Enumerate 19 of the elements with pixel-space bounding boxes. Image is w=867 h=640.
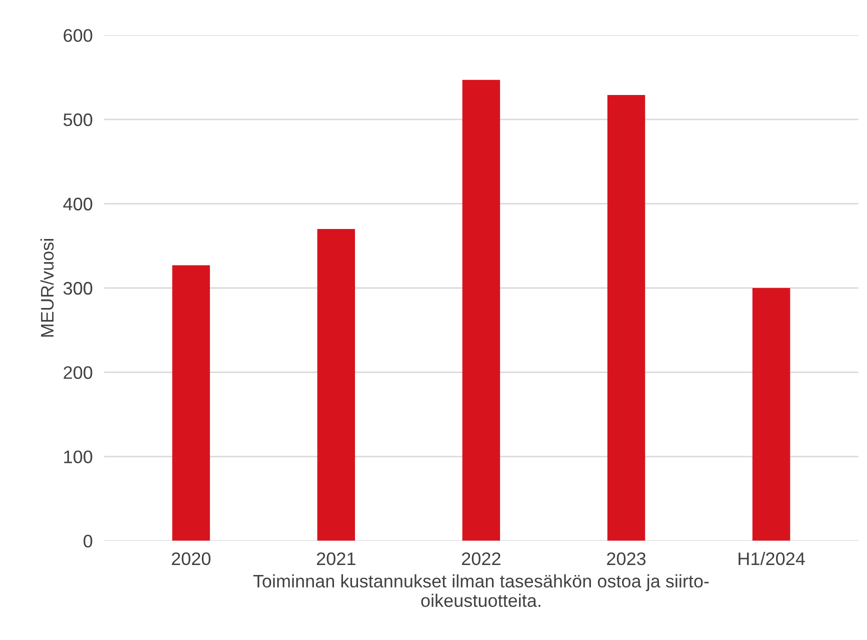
y-tick-label: 400 (63, 198, 92, 210)
y-tick-label: 200 (64, 366, 92, 379)
x-axis-title: Toiminnan kustannukset ilman tasesähkön ostoa ja siirto- oikeustuotteita. (253, 574, 709, 608)
x-tick-label: H1/2024 (738, 552, 805, 566)
y-tick-label: 100 (64, 450, 92, 464)
x-tick-label: 2022 (462, 552, 500, 566)
bar (317, 229, 355, 541)
bar (752, 288, 790, 541)
y-tick-label: 600 (64, 29, 92, 42)
x-tick-label: 2023 (607, 552, 646, 566)
bar (172, 265, 210, 541)
y-axis-title: MEUR/vuosi (40, 239, 54, 337)
x-tick-label: 2021 (316, 552, 356, 566)
bar (607, 95, 646, 541)
y-tick-label: 0 (84, 534, 92, 548)
y-tick-label: 500 (64, 113, 92, 126)
bar (462, 80, 500, 541)
x-tick-label: 2020 (172, 552, 210, 566)
y-tick-label: 300 (63, 282, 92, 295)
